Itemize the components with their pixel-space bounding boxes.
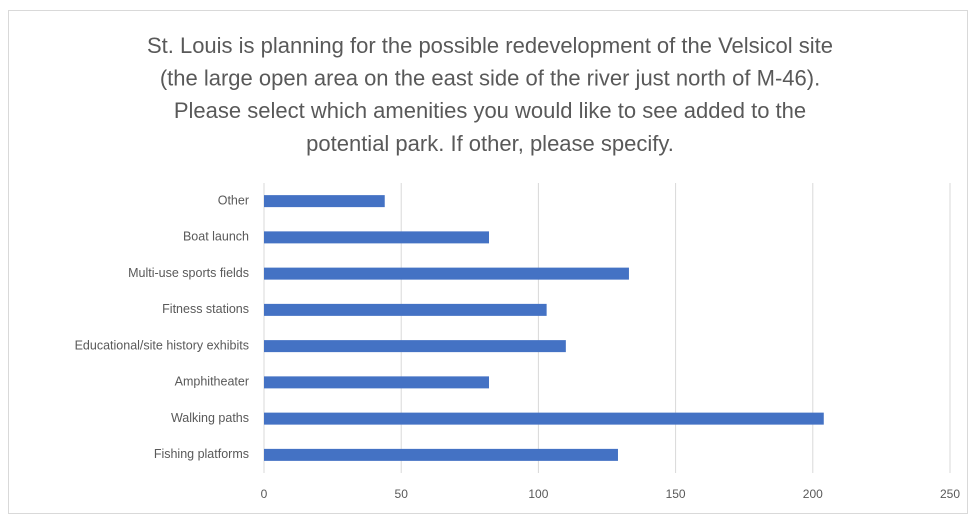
chart-title: potential park. If other, please specify… xyxy=(306,131,674,156)
chart-title: (the large open area on the east side of… xyxy=(160,66,820,91)
chart-title: Please select which amenities you would … xyxy=(174,98,806,123)
bar xyxy=(264,195,385,208)
bar xyxy=(264,303,547,316)
bar xyxy=(264,412,824,425)
bar xyxy=(264,231,490,244)
x-tick-label: 150 xyxy=(666,487,686,501)
bar xyxy=(264,448,618,461)
bar xyxy=(264,267,629,280)
y-tick-label: Multi-use sports fields xyxy=(128,266,249,280)
y-tick-label: Boat launch xyxy=(183,230,249,244)
x-tick-label: 100 xyxy=(528,487,548,501)
y-tick-label: Amphitheater xyxy=(175,375,249,389)
bar xyxy=(264,376,490,389)
y-tick-label: Walking paths xyxy=(171,411,249,425)
bar xyxy=(264,340,566,353)
y-tick-label: Fitness stations xyxy=(162,302,249,316)
y-tick-label: Fishing platforms xyxy=(154,447,249,461)
x-tick-label: 50 xyxy=(395,487,409,501)
x-tick-label: 0 xyxy=(261,487,268,501)
chart-frame xyxy=(8,10,968,514)
x-tick-label: 250 xyxy=(940,487,960,501)
y-tick-label: Educational/site history exhibits xyxy=(75,338,249,352)
chart-title: St. Louis is planning for the possible r… xyxy=(147,33,833,58)
y-tick-label: Other xyxy=(218,193,249,207)
x-tick-label: 200 xyxy=(803,487,823,501)
